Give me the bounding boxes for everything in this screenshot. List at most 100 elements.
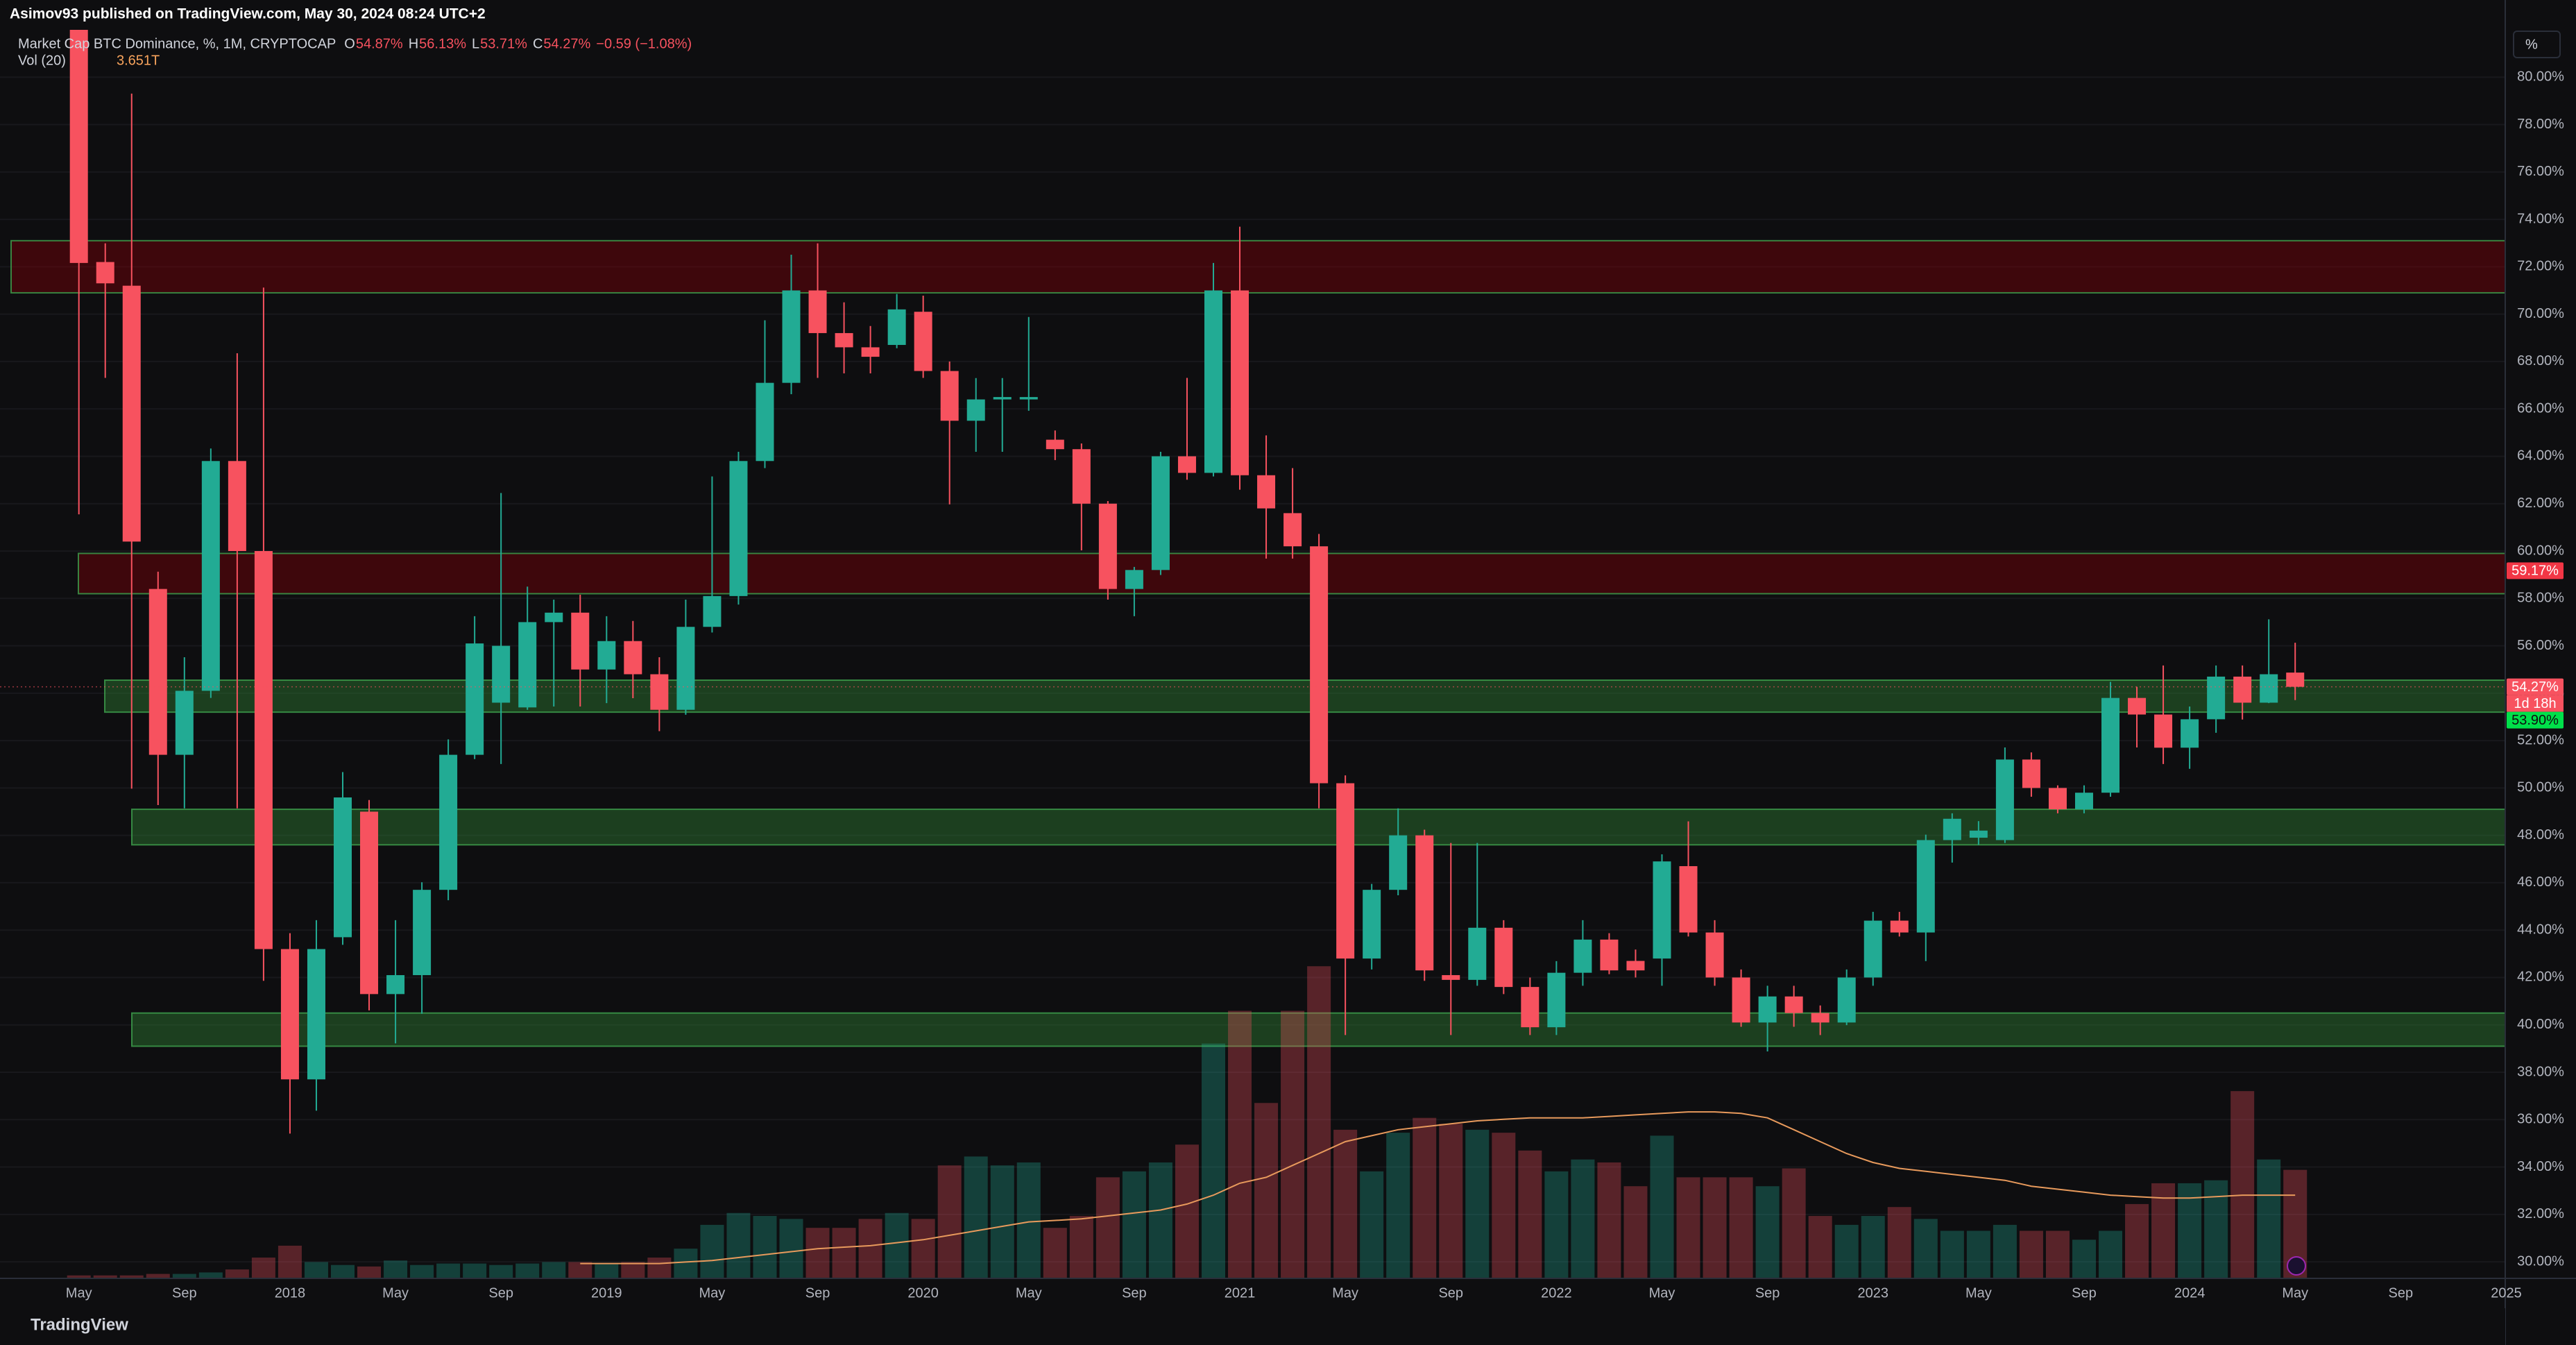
candle-body xyxy=(940,371,959,421)
volume-bar xyxy=(515,1263,540,1278)
x-tick-label: 2018 xyxy=(275,1285,306,1301)
volume-bar xyxy=(198,1272,223,1278)
candle-body xyxy=(1098,503,1117,589)
zone xyxy=(131,809,2505,846)
candle-body xyxy=(650,674,669,710)
candle-body xyxy=(1600,939,1619,971)
y-tick-label: 44.00% xyxy=(2517,922,2564,937)
y-tick-label: 76.00% xyxy=(2517,164,2564,179)
candle-body xyxy=(1573,939,1592,973)
candle-body xyxy=(1494,927,1513,988)
candle-body xyxy=(729,461,748,596)
candle-body xyxy=(1758,996,1777,1023)
volume-bar xyxy=(1782,1168,1806,1278)
candle-body xyxy=(1916,840,1935,933)
y-tick-label: 60.00% xyxy=(2517,543,2564,558)
volume-bar xyxy=(1386,1133,1410,1278)
volume-value: 3.651T xyxy=(117,53,160,68)
legend-value: L xyxy=(472,36,479,51)
volume-bar xyxy=(1808,1216,1832,1278)
candle-body xyxy=(1151,456,1170,570)
x-tick-label: Sep xyxy=(2072,1285,2097,1301)
volume-bar xyxy=(1676,1177,1700,1278)
countdown: 1d 18h xyxy=(2514,696,2556,711)
volume-bar xyxy=(1887,1207,1911,1278)
volume-bar xyxy=(1729,1177,1753,1278)
candle-body xyxy=(1310,546,1329,784)
volume-bar xyxy=(357,1266,382,1278)
zone xyxy=(131,1012,2505,1047)
x-tick-label: May xyxy=(382,1285,409,1301)
volume-bar xyxy=(937,1165,962,1278)
volume-bar xyxy=(1360,1171,1384,1278)
candle-body xyxy=(624,641,642,675)
price-label-box xyxy=(2507,711,2564,729)
y-tick-label: 80.00% xyxy=(2517,69,2564,85)
candle-body xyxy=(307,949,325,1080)
volume-bar xyxy=(753,1216,777,1278)
y-tick-label: 42.00% xyxy=(2517,970,2564,985)
price-label-box xyxy=(2507,678,2564,695)
x-tick-label: May xyxy=(1016,1285,1042,1301)
volume-bar xyxy=(1413,1117,1437,1278)
volume-bar xyxy=(436,1263,461,1278)
x-tick-label: May xyxy=(1965,1285,1992,1301)
legend-value: 53.71% xyxy=(480,36,527,51)
volume-bar xyxy=(805,1228,830,1278)
volume-bar xyxy=(2019,1230,2043,1278)
candle-body xyxy=(1679,866,1698,933)
candle-body xyxy=(2074,793,2093,810)
volume-bar xyxy=(1281,1010,1305,1278)
x-tick-label: Sep xyxy=(1755,1285,1780,1301)
x-tick-label: 2020 xyxy=(907,1285,939,1301)
volume-bar xyxy=(832,1228,856,1278)
unit-button[interactable] xyxy=(2513,31,2561,58)
candle-body xyxy=(2233,676,2252,703)
candle-body xyxy=(280,949,299,1080)
volume-bar xyxy=(674,1249,698,1278)
volume-bar xyxy=(1095,1177,1120,1278)
legend-value: H xyxy=(409,36,418,51)
volume-bar xyxy=(1518,1150,1542,1278)
unit-button-label[interactable]: % xyxy=(2525,37,2538,52)
legend-value: C xyxy=(533,36,543,51)
candle-body xyxy=(518,622,537,708)
volume-bar xyxy=(542,1262,566,1278)
volume-bar xyxy=(225,1269,249,1278)
volume-bar xyxy=(1069,1216,1093,1278)
volume-bar xyxy=(410,1264,434,1278)
volume-bar xyxy=(595,1263,619,1278)
candle-body xyxy=(2048,788,2067,810)
candle-body xyxy=(439,754,458,890)
volume-bar xyxy=(2257,1159,2281,1278)
volume-bar xyxy=(1571,1159,1595,1278)
y-tick-label: 64.00% xyxy=(2517,448,2564,464)
ohlc-legend: O 54.87% H 56.13% L 53.71% C 54.27% −0.59 (−1.08… xyxy=(344,36,692,51)
y-tick-label: 52.00% xyxy=(2517,732,2564,747)
candle-body xyxy=(1019,397,1038,400)
y-tick-label: 46.00% xyxy=(2517,874,2564,890)
candle-body xyxy=(2181,719,2199,748)
volume-bar xyxy=(1254,1103,1279,1278)
volume-bar xyxy=(331,1264,355,1278)
x-tick-label: May xyxy=(1649,1285,1675,1301)
candle-body xyxy=(360,811,379,995)
volume-bar xyxy=(1465,1129,1490,1278)
x-tick-label: 2025 xyxy=(2491,1285,2522,1301)
volume-bar xyxy=(1228,1010,1252,1278)
x-tick-label: Sep xyxy=(1122,1285,1147,1301)
y-tick-label: 38.00% xyxy=(2517,1064,2564,1079)
volume-bar xyxy=(2072,1240,2096,1278)
x-tick-label: 2022 xyxy=(1541,1285,1572,1301)
candle-body xyxy=(1890,920,1909,933)
volume-bar xyxy=(990,1165,1014,1278)
volume-bar xyxy=(2125,1203,2149,1278)
x-tick-label: May xyxy=(1332,1285,1358,1301)
series-title: Market Cap BTC Dominance, %, 1M, CRYPTOC… xyxy=(18,36,336,51)
y-tick-label: 40.00% xyxy=(2517,1017,2564,1032)
candle-body xyxy=(1283,513,1302,547)
y-tick-label: 58.00% xyxy=(2517,591,2564,606)
indicator-icon[interactable] xyxy=(2287,1256,2306,1276)
